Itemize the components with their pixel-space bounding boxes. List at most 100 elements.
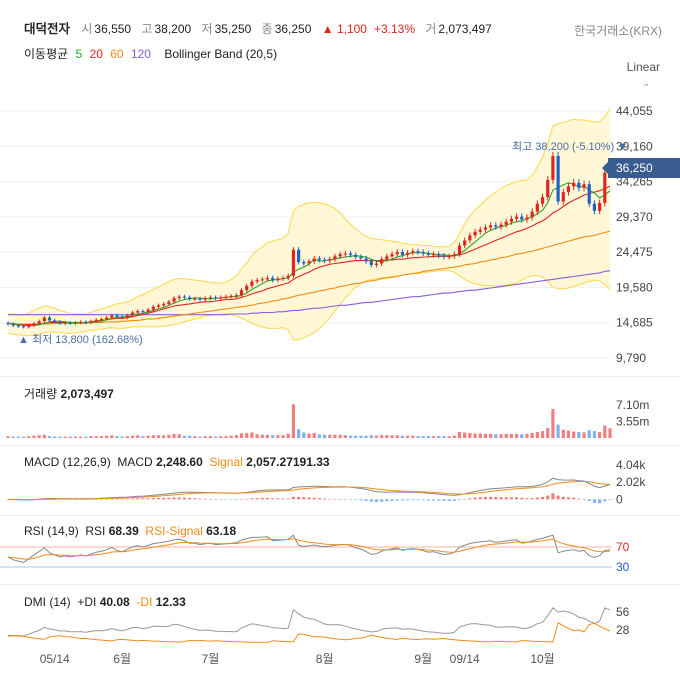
- volume-bar: [406, 435, 410, 438]
- macd-histogram-bar: [385, 499, 389, 502]
- candle: [504, 221, 508, 225]
- macd-histogram-bar: [312, 497, 316, 500]
- candle: [473, 231, 477, 236]
- bollinger-upper-line: [8, 108, 611, 316]
- volume-bar: [11, 436, 15, 438]
- volume-bar: [21, 436, 26, 438]
- panel-divider: [0, 584, 680, 585]
- volume-bar: [312, 432, 316, 438]
- volume-bar: [530, 432, 534, 438]
- volume-bar: [302, 432, 306, 438]
- volume-bar: [514, 433, 519, 438]
- macd-histogram-bar: [447, 499, 451, 501]
- scale-mode-select[interactable]: Linear ⌄: [627, 60, 660, 88]
- candle: [58, 321, 62, 324]
- macd-histogram-bar: [514, 497, 519, 500]
- macd-histogram-bar: [598, 499, 602, 504]
- close-value: 36,250: [274, 22, 312, 36]
- candle: [535, 203, 539, 212]
- candle: [172, 298, 176, 302]
- volume-bar: [504, 433, 508, 438]
- candle: [79, 321, 83, 323]
- candle: [431, 254, 436, 256]
- candle: [499, 224, 503, 227]
- candle: [255, 280, 259, 282]
- candle: [84, 321, 88, 323]
- candle: [99, 319, 104, 321]
- candle: [598, 202, 602, 211]
- candle: [385, 256, 389, 260]
- candle: [271, 277, 275, 281]
- candle: [245, 285, 249, 291]
- macd-histogram-bar: [146, 498, 150, 500]
- volume-bar: [307, 433, 311, 438]
- macd-histogram-bar: [431, 499, 436, 501]
- pdi-line: [7, 607, 611, 637]
- macd-histogram-bar: [156, 497, 161, 500]
- volume-bar: [63, 436, 67, 438]
- candle: [525, 217, 529, 220]
- volume-bar: [250, 432, 254, 438]
- candle: [369, 261, 373, 265]
- x-axis-tick: 05/14: [40, 652, 70, 666]
- macd-value: 2,248.60: [156, 455, 203, 469]
- candle: [63, 322, 67, 324]
- x-axis-tick: 6월: [113, 652, 131, 666]
- volume-bar: [229, 435, 233, 438]
- candle: [452, 254, 456, 257]
- candle: [115, 315, 119, 317]
- price-axis-tick: 19,580: [616, 280, 653, 294]
- macd-histogram-bar: [509, 497, 513, 500]
- high-annotation: 최고 38,200 (-5.10%) ▼: [512, 140, 628, 153]
- macd-histogram-bar: [525, 498, 529, 500]
- candle: [546, 179, 550, 198]
- volume-bar: [494, 434, 498, 438]
- volume-bar: [364, 435, 368, 438]
- macd-histogram-bar: [188, 497, 192, 500]
- x-axis-tick: 10월: [530, 652, 554, 666]
- volume-bar: [499, 434, 503, 438]
- stock-name[interactable]: 대덕전자: [24, 22, 71, 36]
- candle: [338, 254, 342, 257]
- candle: [156, 305, 161, 307]
- volume-bar: [73, 436, 78, 438]
- volume-bar: [213, 436, 218, 438]
- volume-panel-title: 거래량 2,073,497: [24, 385, 114, 402]
- macd-histogram-bar: [208, 499, 212, 500]
- macd-histogram-bar: [603, 499, 607, 502]
- macd-histogram-bar: [416, 499, 420, 501]
- candle: [182, 296, 187, 298]
- dmi-title: DMI (14): [24, 595, 71, 609]
- indicator-legend[interactable]: 이동평균 5 20 60 120 Bollinger Band (20,5): [24, 45, 281, 62]
- candle: [32, 323, 36, 326]
- macd-histogram-bar: [457, 499, 462, 500]
- volume-bar: [587, 430, 591, 438]
- candle: [322, 259, 327, 261]
- macd-histogram-bar: [463, 499, 467, 500]
- candle: [551, 156, 555, 180]
- candle: [577, 182, 581, 188]
- volume-bar: [561, 429, 565, 438]
- candle: [468, 235, 472, 241]
- volume-bar: [130, 435, 135, 438]
- macd-histogram-bar: [99, 498, 104, 500]
- volume-bar: [245, 432, 249, 438]
- mdi-line: [7, 622, 611, 643]
- candle: [229, 295, 233, 297]
- candle: [395, 251, 399, 255]
- macd-histogram-bar: [395, 499, 399, 501]
- volume-bar: [172, 433, 176, 438]
- volume-bar: [297, 429, 301, 438]
- macd-signal-line: [8, 480, 611, 501]
- macd-histogram-bar: [499, 497, 503, 500]
- dmi-panel-title: DMI (14) +DI 40.08 -DI 12.33: [24, 595, 186, 609]
- chevron-down-icon: ⌄: [642, 78, 651, 88]
- macd-histogram-bar: [328, 498, 332, 500]
- volume-bar: [79, 436, 83, 438]
- candle: [359, 257, 363, 259]
- volume-bar: [146, 435, 150, 438]
- volume-bar: [343, 435, 347, 438]
- candle: [94, 319, 98, 322]
- macd-histogram-bar: [406, 499, 410, 501]
